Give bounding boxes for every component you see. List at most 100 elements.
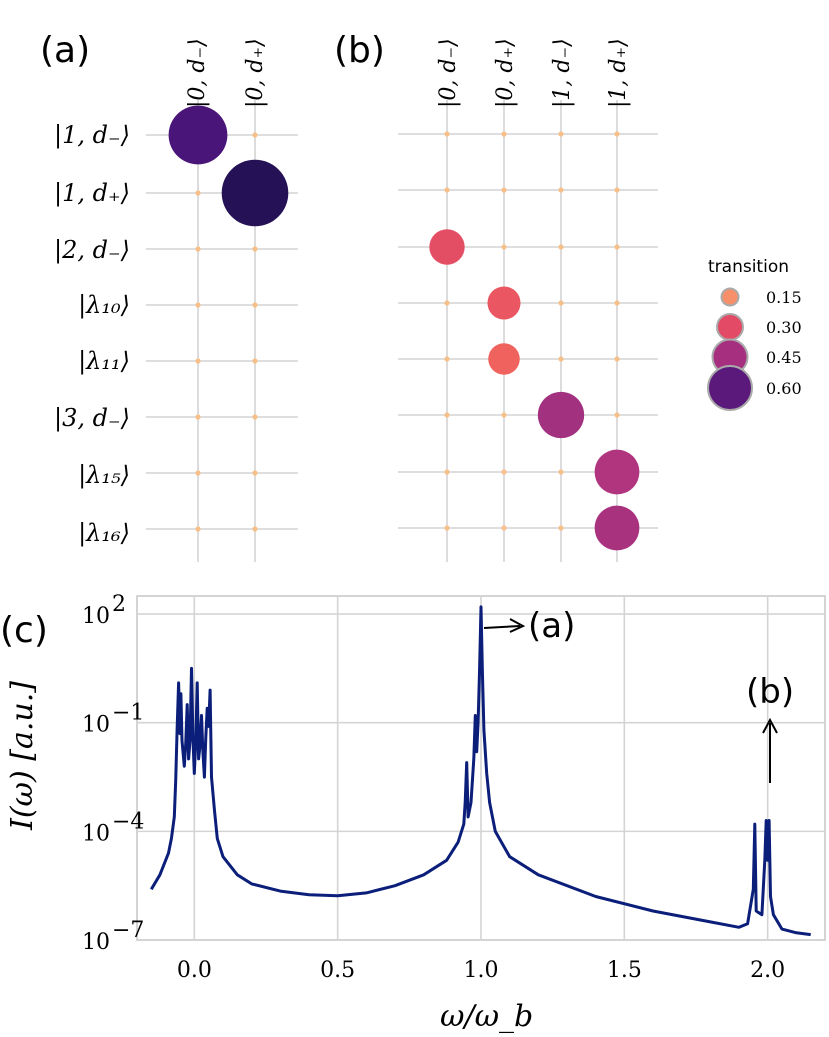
panel-a-column-headers: |0, d₋⟩ |0, d₊⟩ xyxy=(185,38,268,108)
grid-node xyxy=(558,131,564,137)
grid-node xyxy=(614,300,620,306)
y-tick-label: 10 xyxy=(82,930,110,955)
transition-marker xyxy=(488,343,520,375)
grid-node xyxy=(558,525,564,531)
annotation-b: (b) xyxy=(746,672,794,783)
grid-node xyxy=(444,412,450,418)
legend-label: 0.60 xyxy=(766,379,802,398)
grid-node xyxy=(195,414,201,420)
col-header-b-0-d-plus: |0, d₊⟩ xyxy=(493,38,518,108)
legend-label: 0.30 xyxy=(766,318,802,337)
grid-node xyxy=(195,190,201,196)
legend-title: transition xyxy=(708,257,789,277)
transition-marker xyxy=(429,229,465,265)
grid-node xyxy=(558,244,564,250)
grid-node xyxy=(501,469,507,475)
annotation-a-text: (a) xyxy=(528,606,575,646)
legend-items: 0.15 0.30 0.45 0.60 xyxy=(707,287,802,411)
grid-node xyxy=(501,187,507,193)
grid-node xyxy=(614,356,620,362)
row-label-lambda-11: |λ₁₁⟩ xyxy=(78,347,130,376)
grid-node xyxy=(252,132,258,138)
grid-node xyxy=(558,356,564,362)
row-labels: |1, d₋⟩ |1, d₊⟩ |2, d₋⟩ |λ₁₀⟩ |λ₁₁⟩ |3, … xyxy=(54,121,130,548)
col-header-0-d-plus: |0, d₊⟩ xyxy=(243,38,268,108)
x-axis-label: ω/ω_b xyxy=(440,999,533,1034)
x-tick-label: 1.5 xyxy=(607,958,642,983)
grid-node xyxy=(558,300,564,306)
grid-node xyxy=(444,356,450,362)
grid-node xyxy=(614,187,620,193)
grid-node xyxy=(444,525,450,531)
annotation-b-arrow-head xyxy=(762,717,778,734)
row-label-1-d-minus: |1, d₋⟩ xyxy=(54,121,130,150)
y-axis-label: I(ω) [a.u.] xyxy=(5,681,40,831)
panel-b-grid xyxy=(398,100,658,562)
grid-node xyxy=(614,244,620,250)
grid-node xyxy=(501,131,507,137)
legend-marker xyxy=(716,313,744,341)
transition-marker xyxy=(594,449,640,495)
grid-node xyxy=(614,131,620,137)
grid-node xyxy=(614,412,620,418)
x-tick-label: 0.5 xyxy=(320,958,355,983)
legend-label: 0.15 xyxy=(766,288,802,307)
y-tick-exponent: 2 xyxy=(112,592,126,617)
transition-marker xyxy=(487,286,521,320)
panel-b-column-headers: |0, d₋⟩ |0, d₊⟩ |1, d₋⟩ |1, d₊⟩ xyxy=(436,38,631,108)
transition-marker xyxy=(221,159,289,227)
grid-node xyxy=(195,470,201,476)
row-label-2-d-minus: |2, d₋⟩ xyxy=(54,236,130,265)
plot-frame xyxy=(136,595,826,941)
annotation-b-text: (b) xyxy=(746,672,794,712)
row-label-1-d-plus: |1, d₊⟩ xyxy=(54,179,130,208)
grid-node xyxy=(252,470,258,476)
grid-node xyxy=(501,244,507,250)
panel-c-label: (c) xyxy=(0,610,48,651)
legend-label: 0.45 xyxy=(766,348,802,367)
y-tick-exponent: −4 xyxy=(112,809,144,834)
intensity-curve xyxy=(150,605,811,937)
transition-marker xyxy=(594,505,640,551)
annotation-a-arrow-head xyxy=(509,618,526,633)
transition-marker xyxy=(537,391,585,439)
transition-marker xyxy=(168,105,228,165)
y-tick-exponent: −1 xyxy=(112,701,144,726)
grid-node xyxy=(501,412,507,418)
x-tick-label: 0.0 xyxy=(177,958,212,983)
x-tick-label: 1.0 xyxy=(464,958,499,983)
grid-node xyxy=(195,302,201,308)
grid-node xyxy=(252,358,258,364)
annotation-a: (a) xyxy=(483,606,575,646)
x-tick-label: 2.0 xyxy=(750,958,785,983)
y-tick-label: 10 xyxy=(82,604,110,629)
y-tick-exponent: −7 xyxy=(112,918,144,943)
col-header-b-1-d-minus: |1, d₋⟩ xyxy=(550,38,575,108)
col-header-0-d-minus: |0, d₋⟩ xyxy=(185,38,210,108)
transition-legend: transition 0.15 0.30 0.45 0.60 xyxy=(707,257,802,411)
grid-node xyxy=(252,414,258,420)
grid-node xyxy=(195,358,201,364)
legend-marker xyxy=(720,287,740,307)
grid-node xyxy=(444,300,450,306)
grid-node xyxy=(252,302,258,308)
row-label-lambda-16: |λ₁₆⟩ xyxy=(78,519,130,548)
panel-b-label: (b) xyxy=(334,30,385,71)
annotation-a-arrow-shaft xyxy=(483,625,521,629)
col-header-b-1-d-plus: |1, d₊⟩ xyxy=(606,38,631,108)
panel-a-grid xyxy=(146,100,298,562)
row-label-3-d-minus: |3, d₋⟩ xyxy=(54,404,130,433)
col-header-b-0-d-minus: |0, d₋⟩ xyxy=(436,38,461,108)
grid-node xyxy=(444,187,450,193)
grid-node xyxy=(558,469,564,475)
y-tick-label: 10 xyxy=(82,713,110,738)
grid-node xyxy=(558,187,564,193)
legend-marker xyxy=(707,365,753,411)
grid-node xyxy=(195,246,201,252)
grid-node xyxy=(252,526,258,532)
grid-node xyxy=(195,526,201,532)
grid-node xyxy=(444,131,450,137)
grid-node xyxy=(252,246,258,252)
